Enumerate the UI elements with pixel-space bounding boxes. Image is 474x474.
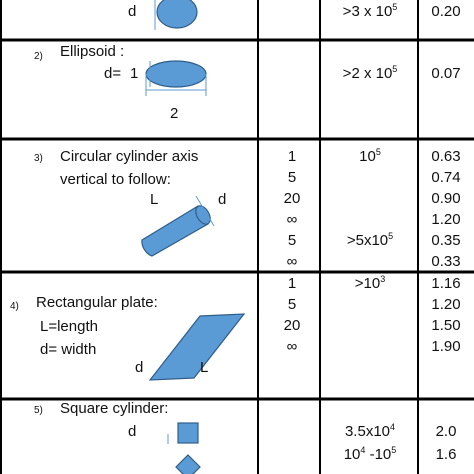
re-exponent: 4	[390, 422, 396, 432]
cd-cell: 1.6	[435, 446, 457, 463]
cd-cell: 0.07	[431, 65, 461, 82]
dimension-lines	[145, 0, 215, 444]
cd-cell: 1.20	[431, 211, 461, 228]
re-cell: >5x105	[347, 232, 393, 250]
shape-title: Rectangular plate:	[36, 294, 158, 311]
ld-cell: ∞	[286, 211, 298, 228]
shape-label: d=	[104, 65, 122, 82]
ld-cell: 1	[287, 275, 297, 292]
shape-title: L=length	[40, 318, 98, 335]
re-cell: >2 x 105	[343, 65, 398, 83]
plate-shape	[148, 313, 246, 381]
ld-cell: 20	[283, 190, 301, 207]
ld-cell: 5	[287, 169, 297, 186]
shape-label: d	[135, 359, 144, 376]
shape-label: d	[128, 3, 137, 20]
shape-label: 1	[130, 65, 139, 82]
ld-cell: 1	[287, 148, 297, 165]
re-cell: >3 x 105	[343, 3, 398, 21]
re-cell: 105	[359, 148, 381, 166]
cd-cell: 0.90	[431, 190, 461, 207]
ld-cell: 5	[287, 296, 297, 313]
re-exponent: 5	[391, 445, 397, 455]
square-shape	[177, 422, 199, 444]
re-exponent: 5	[375, 147, 381, 157]
re-exponent: 5	[392, 2, 398, 12]
ellipsoid-shape	[145, 60, 207, 88]
shape-title: vertical to follow:	[60, 171, 171, 188]
cd-cell: 1.90	[431, 338, 461, 355]
row-number: 5)	[34, 405, 43, 416]
cd-cell: 0.63	[431, 148, 461, 165]
cd-cell: 0.74	[431, 169, 461, 186]
cd-cell: 2.0	[435, 423, 457, 440]
re-exponent: 4	[360, 445, 366, 455]
shape-title: Square cylinder:	[60, 400, 169, 417]
re-text: -10	[365, 446, 392, 463]
ld-cell: 20	[283, 317, 301, 334]
cylinder-end	[195, 205, 211, 225]
cd-cell: 0.35	[431, 232, 461, 249]
re-text: 3.5x10	[344, 423, 391, 440]
shape-label: 2	[170, 105, 179, 122]
ld-cell: 5	[287, 232, 297, 249]
re-exponent: 5	[388, 231, 394, 241]
ld-cell: ∞	[286, 253, 298, 270]
cd-cell: 0.20	[431, 3, 461, 20]
cd-cell: 1.16	[431, 275, 461, 292]
cd-cell: 0.33	[431, 253, 461, 270]
re-text: >10	[354, 275, 381, 292]
re-cell: >103	[355, 275, 385, 293]
re-exponent: 5	[392, 64, 398, 74]
re-cell: 3.5x104	[345, 423, 395, 441]
re-exponent: 3	[380, 274, 386, 284]
row-number: 2)	[34, 51, 43, 62]
shape-title: d= width	[40, 341, 97, 358]
re-text: 10	[359, 148, 376, 165]
re-text: 10	[343, 446, 361, 463]
shape-label: d	[128, 423, 137, 440]
shape-label: L	[150, 191, 159, 208]
shape-title: Ellipsoid :	[60, 43, 125, 60]
shape-label: d	[218, 191, 227, 208]
dimension-line	[195, 195, 215, 227]
cd-cell: 1.20	[431, 296, 461, 313]
row-number: 4)	[10, 301, 19, 312]
row-number: 3)	[34, 153, 43, 164]
sphere-shape	[156, 0, 198, 29]
cd-cell: 1.50	[431, 317, 461, 334]
re-text: >2 x 10	[342, 65, 393, 82]
ld-cell: ∞	[286, 338, 298, 355]
re-text: >5x10	[346, 232, 389, 249]
shape-label: L	[200, 359, 209, 376]
re-cell: 104 -105	[344, 446, 397, 464]
diamond-shape	[175, 454, 201, 474]
re-text: >3 x 10	[342, 3, 393, 20]
shape-title: Circular cylinder axis	[60, 148, 199, 165]
